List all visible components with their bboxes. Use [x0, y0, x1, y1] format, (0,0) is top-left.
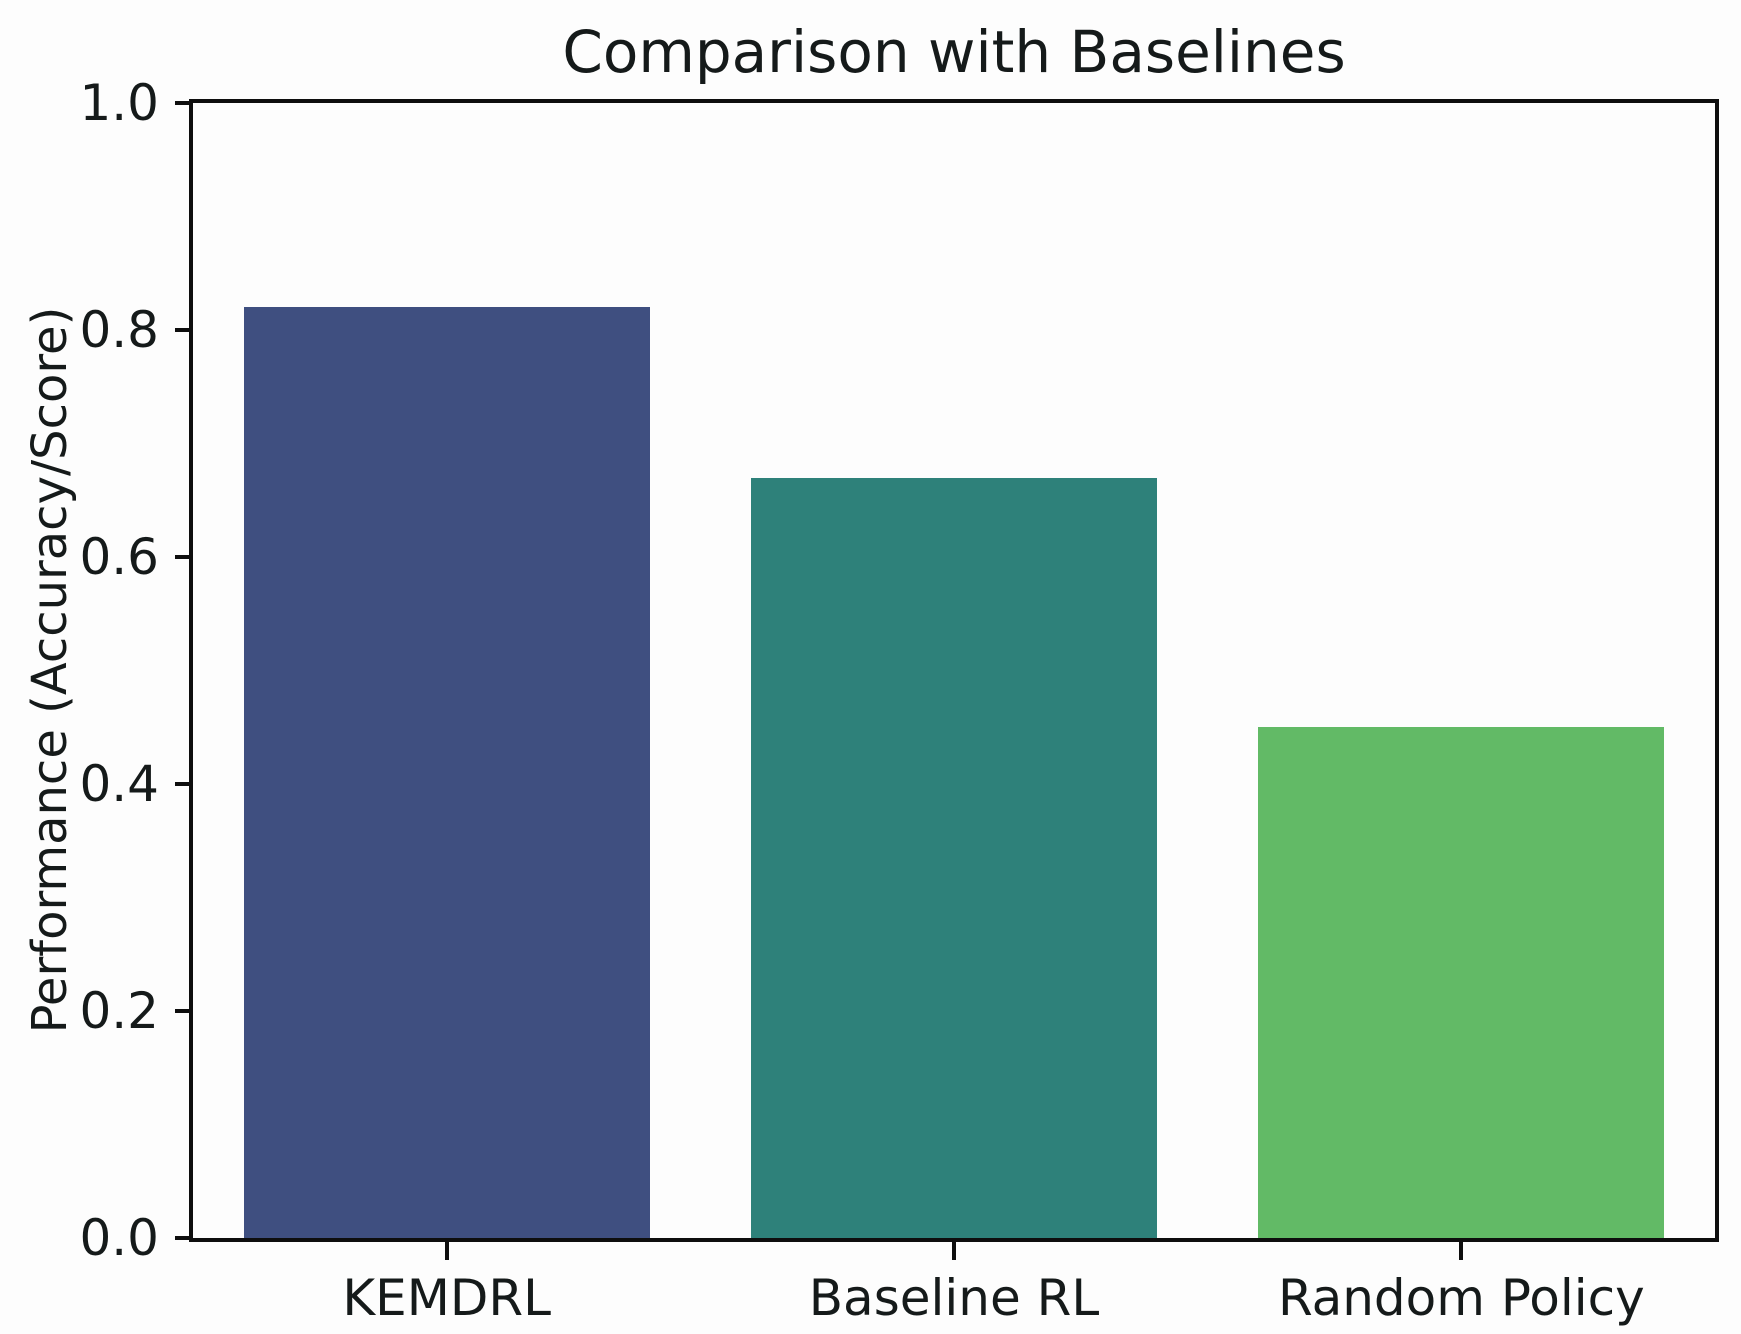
plot-area — [189, 99, 1719, 1242]
x-tick-label-baseline-rl: Baseline RL — [808, 1269, 1100, 1327]
bar-random-policy — [1258, 727, 1665, 1238]
y-tick-label: 1.0 — [79, 74, 159, 132]
y-axis-label-text: Performance (Accuracy/Score) — [22, 306, 78, 1034]
y-tick-label: 0.0 — [79, 1209, 159, 1267]
bar-kemdrl — [243, 307, 650, 1238]
chart-title: Comparison with Baselines — [562, 18, 1346, 86]
x-tick-label-kemdrl: KEMDRL — [342, 1269, 551, 1327]
bars-layer — [193, 103, 1715, 1238]
x-tick-label-random-policy: Random Policy — [1277, 1269, 1645, 1327]
bar-baseline-rl — [751, 477, 1157, 1238]
